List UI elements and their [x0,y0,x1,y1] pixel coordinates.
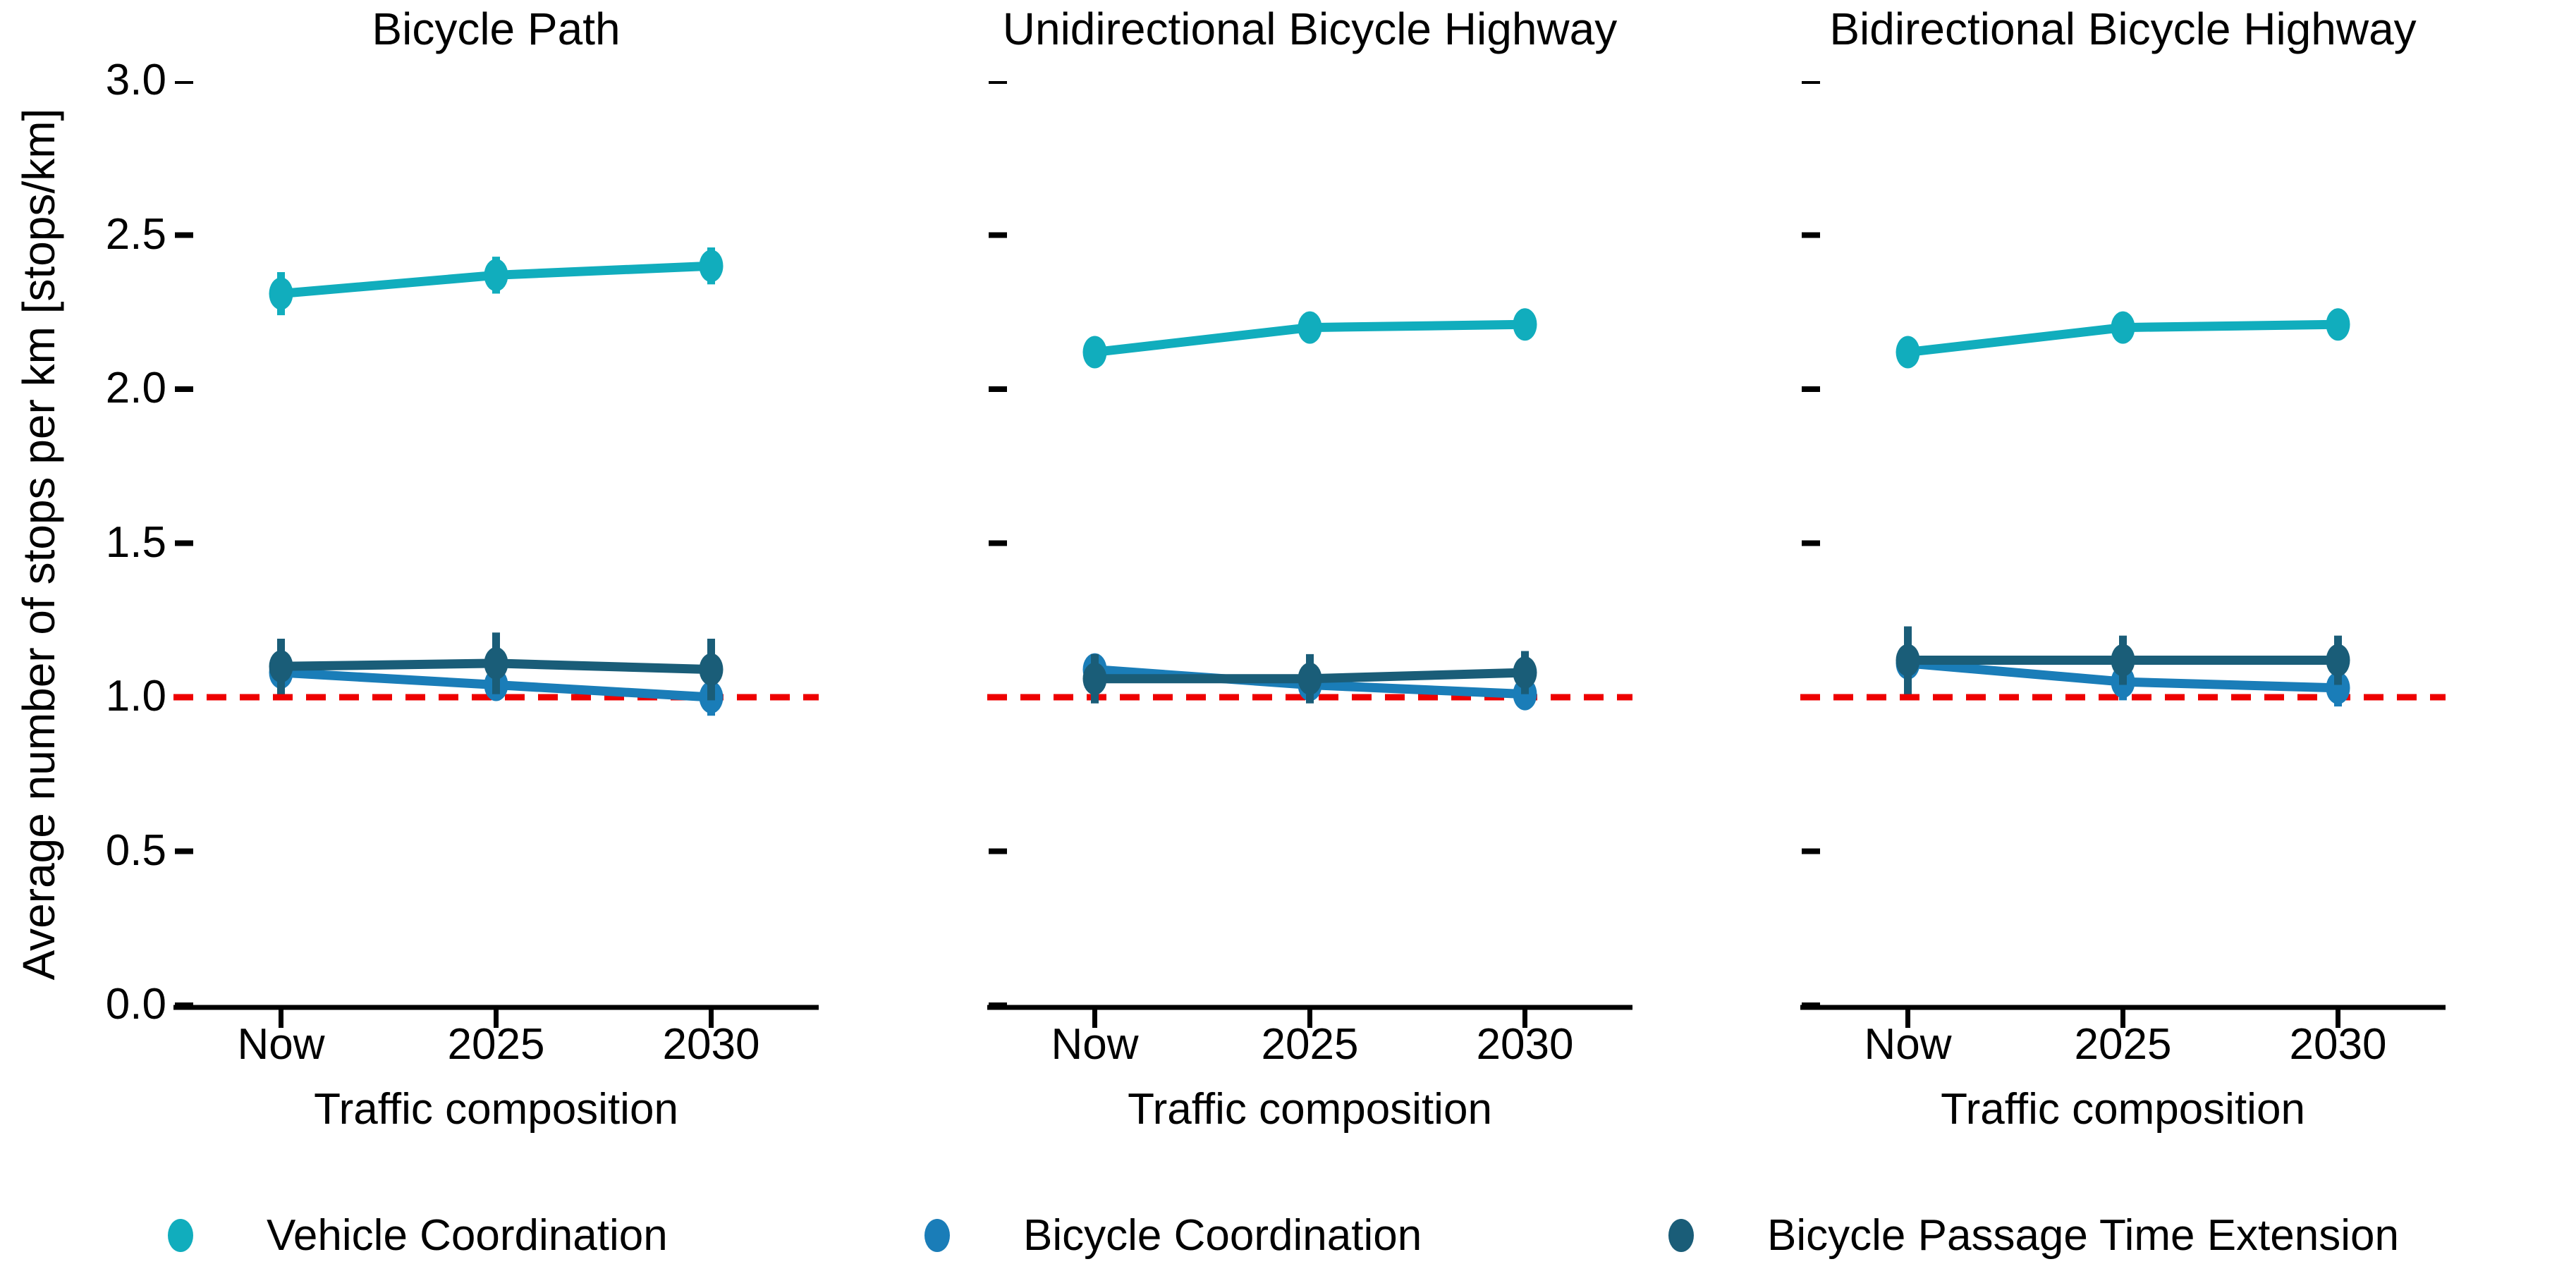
panel-title: Unidirectional Bicycle Highway [1002,4,1618,54]
data-point-marker [1896,644,1920,677]
x-tick-label: Now [1051,1020,1139,1069]
legend-marker-icon [168,1218,193,1252]
x-axis-label: Traffic composition [1941,1085,2305,1134]
data-point-marker [269,277,293,310]
x-tick-label: 2025 [1261,1020,1359,1069]
y-tick-label: 3.0 [105,56,166,105]
legend-label: Vehicle Coordination [267,1210,668,1260]
panel-title: Bidirectional Bicycle Highway [1829,4,2417,54]
data-point-marker [1298,662,1322,695]
x-tick-label: 2025 [2074,1020,2172,1069]
legend-item-bicycle-coordination: Bicycle Coordination [924,1198,1422,1272]
data-point-marker [484,259,508,292]
data-point-marker [2326,671,2350,704]
data-point-marker [2111,644,2135,677]
y-tick-label: 2.5 [105,209,166,259]
x-tick-label: 2030 [2289,1020,2387,1069]
legend-item-bicycle-passage-time-extension: Bicycle Passage Time Extension [1668,1198,2399,1272]
x-tick-label: 2025 [447,1020,545,1069]
data-point-marker [2326,308,2350,341]
x-tick-label: Now [1864,1020,1952,1069]
y-tick-label: 1.5 [105,517,166,567]
y-tick-label: 0.5 [105,826,166,875]
data-point-marker [1082,336,1107,369]
data-point-marker [699,653,724,686]
data-point-marker [269,650,293,683]
x-tick-label: 2030 [662,1020,760,1069]
panel-2: Unidirectional Bicycle Highway Now 2025 203… [987,0,1632,1276]
data-point-marker [484,646,508,680]
legend-label: Bicycle Coordination [1023,1210,1422,1260]
x-axis-label: Traffic composition [314,1085,678,1134]
panel-plot [173,81,819,1028]
data-point-marker [1896,336,1920,369]
x-tick-label: 2030 [1476,1020,1574,1069]
data-point-marker [2111,311,2135,344]
legend-item-vehicle-coordination: Vehicle Coordination [168,1198,668,1272]
y-tick-label: 1.0 [105,672,166,721]
x-tick-label: Now [237,1020,325,1069]
data-point-marker [1513,656,1537,689]
data-point-marker [699,250,724,283]
panel-title: Bicycle Path [372,4,621,54]
data-point-marker [1082,662,1107,695]
y-tick-label: 0.0 [105,980,166,1029]
y-tick-label: 2.0 [105,364,166,413]
panel-3: Bidirectional Bicycle Highway Now 2025 2030… [1800,0,2446,1276]
data-point-marker [1298,311,1322,344]
x-axis-label: Traffic composition [1128,1085,1492,1134]
panel-1: Bicycle Path Now 2025 2030 Traffic compositi… [173,0,819,1276]
data-point-marker [1513,308,1537,341]
panel-plot [987,81,1632,1028]
legend-label: Bicycle Passage Time Extension [1767,1210,2399,1260]
legend-marker-icon [924,1218,950,1252]
legend-marker-icon [1668,1218,1694,1252]
data-point-marker [2326,644,2350,677]
panel-plot [1800,81,2446,1028]
legend: Vehicle Coordination Bicycle Coordinatio… [0,1198,2576,1276]
